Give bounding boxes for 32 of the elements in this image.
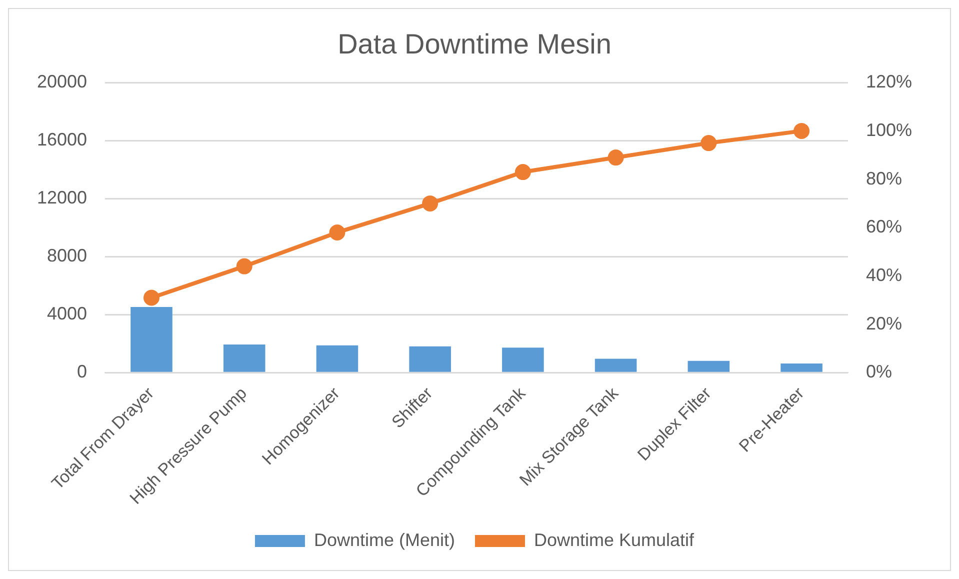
bar: [594, 358, 637, 372]
y-tick-label: 12000: [36, 188, 88, 208]
point: [329, 224, 346, 240]
y-tick-label: 20000: [36, 72, 88, 92]
bar: [409, 346, 451, 372]
bar: [688, 360, 730, 372]
point: [143, 290, 160, 306]
y2-tick-label: 0%: [866, 362, 892, 382]
point: [794, 122, 810, 139]
y-tick-label: 0: [77, 362, 88, 382]
y-tick-label: 16000: [36, 130, 88, 150]
y2-tick-label: 40%: [866, 264, 902, 285]
bar: [130, 306, 172, 372]
bar: [223, 344, 266, 372]
y2-tick-label: 100%: [866, 120, 912, 140]
bar: [316, 345, 358, 372]
legend-label: Downtime (Menit): [314, 530, 455, 550]
legend-label: Downtime Kumulatif: [534, 530, 696, 550]
y2-tick-label: 60%: [866, 216, 902, 237]
y2-tick-label: 120%: [866, 72, 912, 92]
bar: [502, 348, 544, 372]
point: [700, 135, 717, 152]
y-tick-label: 4000: [47, 304, 88, 324]
chart-title: Data Downtime Mesin: [338, 28, 612, 60]
y2-tick-label: 80%: [866, 168, 902, 188]
point: [514, 164, 531, 180]
y-tick-label: 8000: [47, 246, 88, 266]
y2-tick-label: 20%: [866, 313, 902, 334]
bar: [780, 364, 822, 372]
point: [236, 258, 252, 274]
point: [422, 195, 438, 212]
point: [608, 150, 624, 166]
